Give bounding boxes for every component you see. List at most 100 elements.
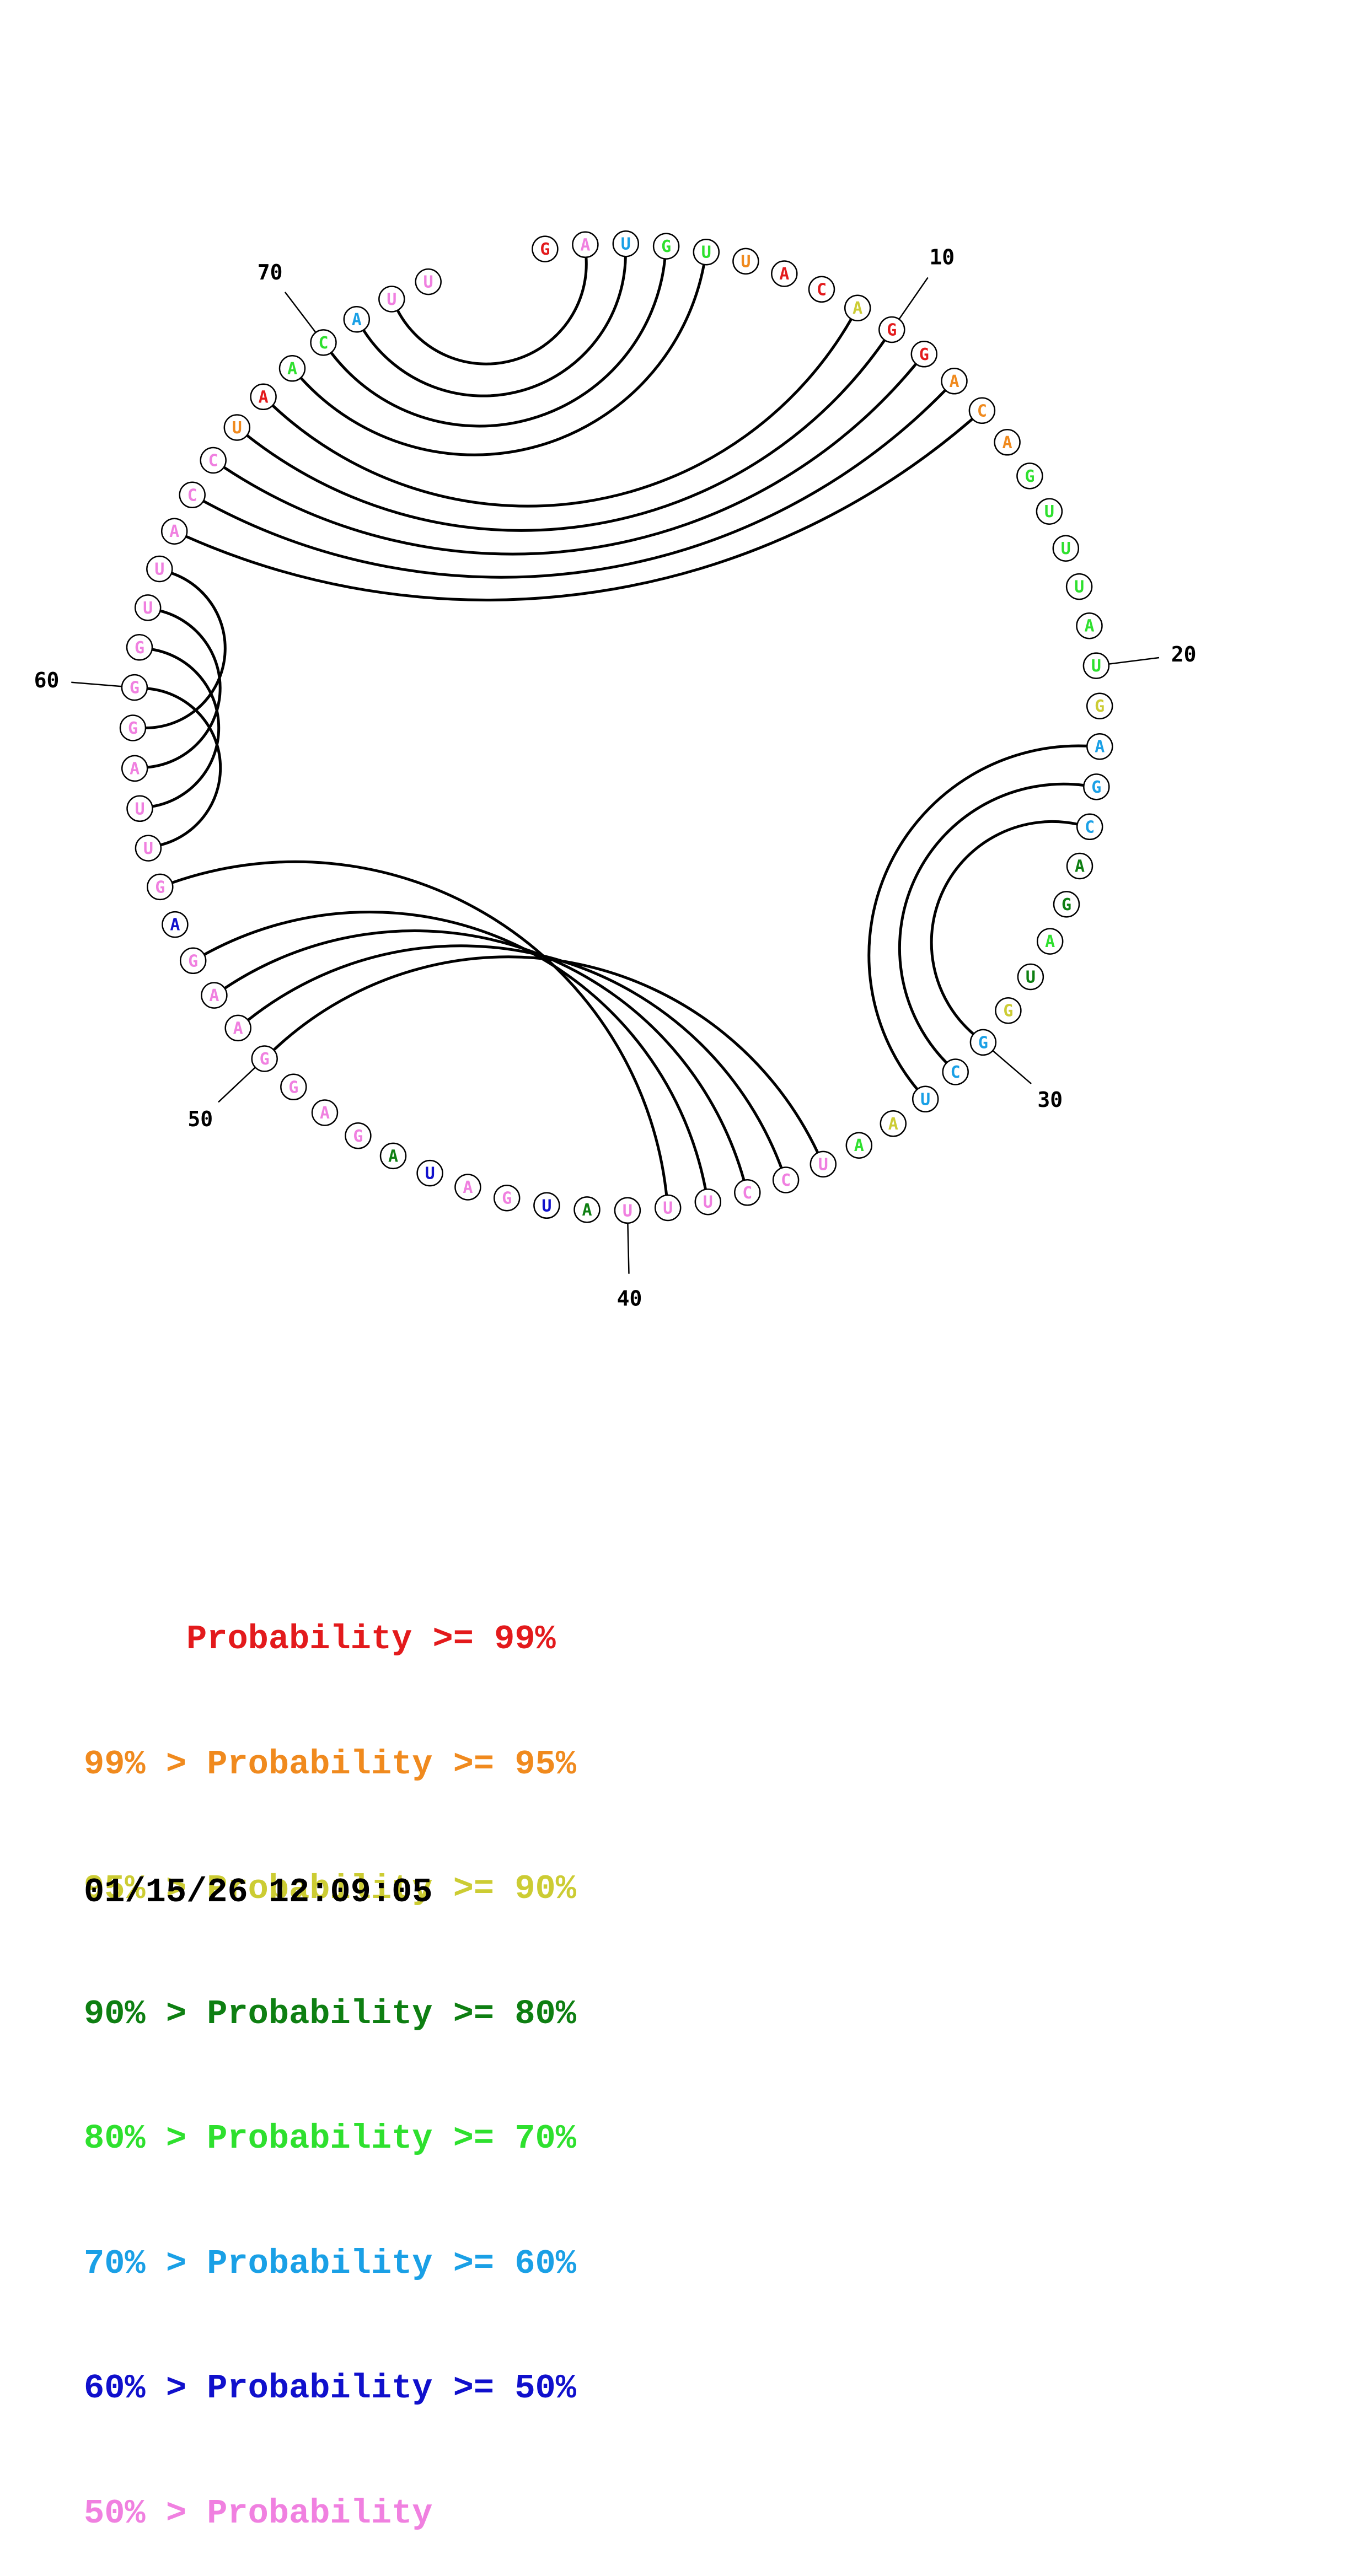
nucleotide-letter: G xyxy=(1003,1002,1013,1021)
nucleotide-letter: C xyxy=(318,334,328,353)
nucleotide-letter: A xyxy=(1084,617,1094,636)
nucleotide-letter: A xyxy=(463,1178,473,1197)
nucleotide-letter: G xyxy=(661,237,671,256)
tick-label: 30 xyxy=(1037,1088,1063,1112)
nucleotide-letter: U xyxy=(1091,657,1101,676)
nucleotide-letter: A xyxy=(209,986,219,1005)
legend-entry: 90% > Probability >= 80% xyxy=(84,1993,576,2035)
nucleotide-letter: A xyxy=(287,359,297,379)
nucleotide-letter: U xyxy=(623,1201,632,1220)
tick-line xyxy=(993,1051,1031,1084)
nucleotide-letter: A xyxy=(320,1104,330,1123)
nucleotide-letter: G xyxy=(155,878,165,897)
base-pair-arc xyxy=(272,319,851,506)
nucleotide-letter: A xyxy=(1045,932,1055,951)
nucleotide-letter: G xyxy=(353,1127,363,1146)
tick-label: 70 xyxy=(258,260,283,284)
nucleotide-letter: C xyxy=(781,1171,791,1190)
nucleotide-letter: U xyxy=(1026,968,1036,987)
position-ticks: 10 20 30 40 50 60 70 xyxy=(34,245,1197,1310)
nucleotide-letter: U xyxy=(232,418,242,438)
tick-line xyxy=(628,1223,629,1274)
nucleotide-letter: U xyxy=(425,1164,435,1184)
nucleotide-letter: U xyxy=(621,235,631,254)
nucleotide-letter: U xyxy=(701,243,711,262)
nucleotide-letter: G xyxy=(135,638,144,658)
nucleotide-letter: A xyxy=(259,388,269,407)
tick-line xyxy=(899,277,928,319)
nucleotide-letter: A xyxy=(169,522,179,541)
nucleotide-letter: C xyxy=(951,1063,961,1082)
nucleotide-letter: U xyxy=(663,1199,673,1218)
nucleotide-letter: G xyxy=(1091,778,1101,797)
nucleotide-letter: U xyxy=(423,273,433,292)
nucleotide-letter: A xyxy=(352,310,362,330)
base-pair-arc xyxy=(301,265,704,455)
nucleotide-ring: G A U G U UACAGGACAGUUUAUGAGCAGAUGGCUAAUCCUUU… xyxy=(120,231,1112,1223)
nucleotide-letter: A xyxy=(582,1201,592,1220)
nucleotide-letter: A xyxy=(853,299,862,318)
tick-line xyxy=(218,1067,255,1102)
nucleotide-letter: U xyxy=(741,252,750,271)
nucleotide-letter: G xyxy=(1062,895,1071,915)
base-pair-arcs xyxy=(146,256,1087,1195)
legend-entry: 99% > Probability >= 95% xyxy=(84,1744,576,1786)
nucleotide-letter: G xyxy=(540,240,550,259)
nucleotide-letter: G xyxy=(128,719,138,738)
nucleotide-letter: C xyxy=(1085,818,1095,837)
nucleotide-letter: C xyxy=(817,280,827,299)
nucleotide-letter: A xyxy=(580,235,590,255)
timestamp: 01/15/26 12:09:05 xyxy=(84,1873,433,1912)
nucleotide-letter: U xyxy=(143,599,153,618)
nucleotide-letter: A xyxy=(1003,433,1012,453)
nucleotide-letter: U xyxy=(1061,539,1071,558)
nucleotide-letter: G xyxy=(919,345,929,364)
nucleotide-letter: U xyxy=(818,1155,828,1174)
nucleotide-letter: A xyxy=(888,1115,898,1134)
nucleotide-letter: A xyxy=(854,1136,864,1155)
tick-line xyxy=(1109,658,1159,664)
legend-entry: Probability >= 99% xyxy=(84,1618,576,1660)
nucleotide-letter: A xyxy=(388,1147,398,1166)
nucleotide-letter: C xyxy=(187,486,197,505)
nucleotide-letter: G xyxy=(260,1050,270,1069)
tick-label: 10 xyxy=(929,245,955,269)
tick-line xyxy=(285,292,316,332)
nucleotide-letter: A xyxy=(1095,738,1105,757)
nucleotide-letter: G xyxy=(1095,697,1105,716)
nucleotide-letter: U xyxy=(1074,578,1084,597)
probability-legend: Probability >= 99% 99% > Probability >= … xyxy=(84,1535,576,2576)
legend-entry: 60% > Probability >= 50% xyxy=(84,2368,576,2410)
nucleotide-letter: U xyxy=(542,1196,551,1216)
base-pair-arc xyxy=(204,912,705,1189)
nucleotide-letter: G xyxy=(130,679,140,698)
nucleotide-letter: G xyxy=(1025,467,1034,486)
nucleotide-letter: G xyxy=(978,1033,988,1052)
nucleotide-letter: C xyxy=(208,451,218,471)
nucleotide-letter: U xyxy=(703,1193,713,1212)
nucleotide-letter: U xyxy=(1044,502,1054,521)
nucleotide-letter: U xyxy=(154,560,164,579)
nucleotide-letter: U xyxy=(135,799,144,819)
nucleotide-letter: A xyxy=(949,372,959,391)
tick-line xyxy=(71,682,122,687)
nucleotide-letter: U xyxy=(387,290,396,309)
nucleotide-letter: A xyxy=(233,1019,243,1038)
nucleotide-letter: G xyxy=(502,1189,512,1208)
nucleotide-letter: A xyxy=(130,759,140,778)
nucleotide-letter: G xyxy=(188,951,198,971)
nucleotide-letter: G xyxy=(288,1078,298,1097)
nucleotide-letter: A xyxy=(779,265,789,284)
base-pair-arc xyxy=(331,259,665,426)
tick-label: 50 xyxy=(187,1107,213,1131)
legend-entry: 80% > Probability >= 70% xyxy=(84,2118,576,2160)
legend-entry: 70% > Probability >= 60% xyxy=(84,2243,576,2285)
tick-label: 20 xyxy=(1171,642,1197,666)
base-pair-arc xyxy=(899,784,1084,1063)
base-pair-arc xyxy=(248,946,781,1168)
nucleotide-letter: C xyxy=(977,401,987,421)
nucleotide-letter: G xyxy=(887,321,897,340)
nucleotide-letter: A xyxy=(1075,857,1085,876)
tick-label: 60 xyxy=(34,668,60,692)
nucleotide-letter: U xyxy=(143,839,153,858)
